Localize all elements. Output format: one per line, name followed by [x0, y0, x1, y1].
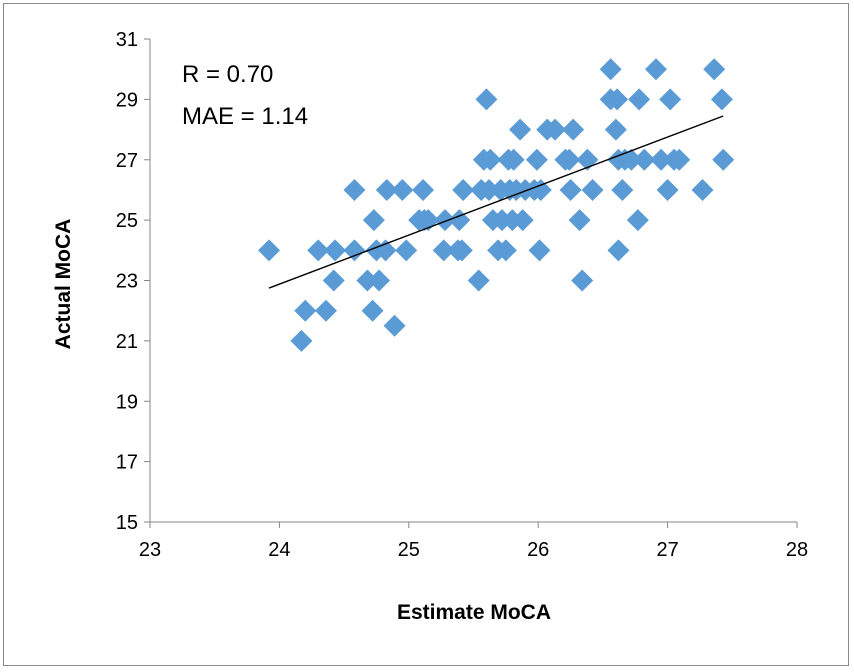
- data-point: [361, 299, 384, 322]
- data-point: [322, 269, 345, 292]
- data-point: [294, 299, 317, 322]
- trendline: [268, 115, 724, 289]
- data-point: [710, 88, 733, 111]
- y-tick-label: 25: [116, 210, 138, 232]
- data-point: [356, 269, 379, 292]
- data-point: [383, 314, 406, 337]
- data-point: [290, 329, 313, 352]
- data-point: [391, 178, 414, 201]
- data-point: [528, 239, 551, 262]
- data-point: [395, 239, 418, 262]
- data-point: [258, 239, 281, 262]
- data-point: [529, 178, 552, 201]
- y-tick-label: 21: [116, 331, 138, 353]
- data-point: [558, 148, 581, 171]
- data-point: [412, 178, 435, 201]
- data-point: [432, 239, 455, 262]
- y-tick-label: 17: [116, 452, 138, 474]
- data-point: [659, 88, 682, 111]
- data-point: [607, 239, 630, 262]
- data-point: [475, 88, 498, 111]
- data-point: [479, 148, 502, 171]
- data-point: [343, 178, 366, 201]
- data-point: [644, 58, 667, 81]
- data-point: [559, 178, 582, 201]
- data-point: [502, 148, 525, 171]
- data-point: [703, 58, 726, 81]
- data-point: [525, 148, 548, 171]
- annotation-r: R = 0.70: [182, 61, 273, 88]
- data-point: [581, 178, 604, 201]
- data-point: [375, 178, 398, 201]
- data-point: [562, 118, 585, 141]
- axes: [144, 38, 798, 528]
- y-axis-title: Actual MoCA: [52, 219, 75, 350]
- data-point: [324, 239, 347, 262]
- y-tick-label: 23: [116, 271, 138, 293]
- data-point: [434, 209, 457, 232]
- x-tick-label: 23: [139, 539, 161, 561]
- data-point: [633, 148, 656, 171]
- data-point: [571, 269, 594, 292]
- data-point: [362, 209, 385, 232]
- annotation-mae: MAE = 1.14: [182, 103, 308, 130]
- y-tick-label: 19: [116, 391, 138, 413]
- data-point: [606, 88, 629, 111]
- data-point: [511, 209, 534, 232]
- x-tick-label: 26: [527, 539, 549, 561]
- y-tick-label: 31: [116, 29, 138, 51]
- data-point: [628, 88, 651, 111]
- data-point: [620, 148, 643, 171]
- data-point: [650, 148, 673, 171]
- data-point: [467, 269, 490, 292]
- data-point: [314, 299, 337, 322]
- y-tick-label: 15: [116, 512, 138, 534]
- data-point: [544, 118, 567, 141]
- data-point: [712, 148, 735, 171]
- data-point: [604, 118, 627, 141]
- data-point: [568, 209, 591, 232]
- data-point: [626, 209, 649, 232]
- data-point: [494, 239, 517, 262]
- data-point: [307, 239, 330, 262]
- x-tick-label: 24: [268, 539, 290, 561]
- y-tick-label: 27: [116, 150, 138, 172]
- data-point: [450, 239, 473, 262]
- data-point: [668, 148, 691, 171]
- y-tick-label: 29: [116, 89, 138, 111]
- tick-labels: 15 17 19 21 23 25 27 29 31 23 24 25 26 27 28: [116, 29, 808, 561]
- data-point: [374, 239, 397, 262]
- chart-frame: 15 17 19 21 23 25 27 29 31 23 24 25 26 27 28 R = 0.70 …: [3, 3, 849, 666]
- data-point: [452, 178, 475, 201]
- data-point: [691, 178, 714, 201]
- data-points: [258, 58, 735, 352]
- trendline-layer: [268, 115, 724, 289]
- data-point: [478, 178, 501, 201]
- data-point: [599, 58, 622, 81]
- data-point: [509, 118, 532, 141]
- x-tick-label: 25: [398, 539, 420, 561]
- x-tick-label: 27: [656, 539, 678, 561]
- data-point: [368, 269, 391, 292]
- data-point: [343, 239, 366, 262]
- x-axis-title: Estimate MoCA: [397, 601, 551, 624]
- x-tick-label: 28: [786, 539, 808, 561]
- data-point: [611, 178, 634, 201]
- data-point: [656, 178, 679, 201]
